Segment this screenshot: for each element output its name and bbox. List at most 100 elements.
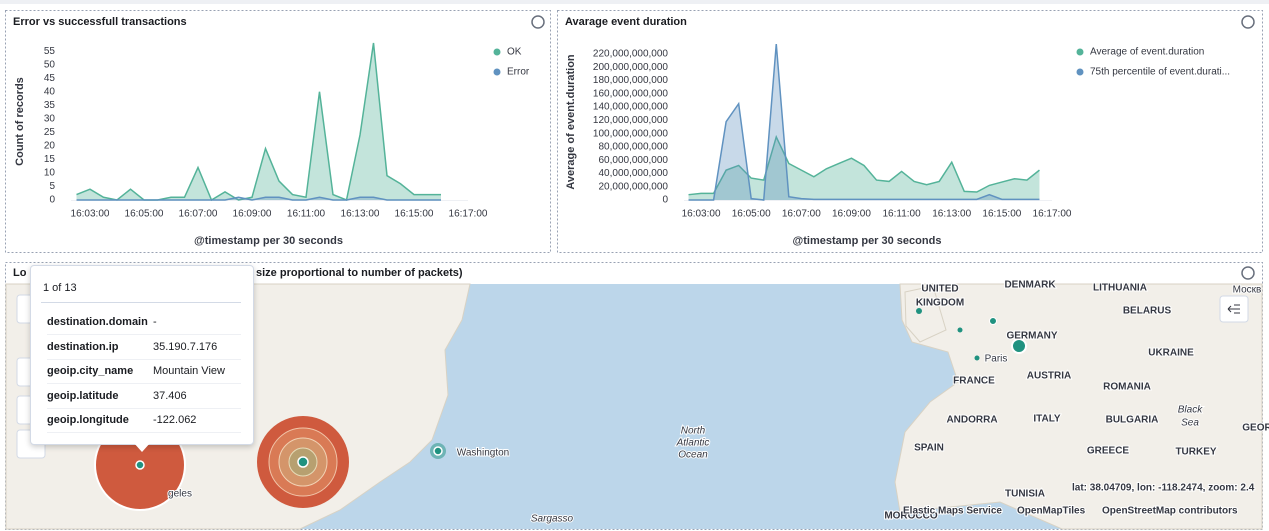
- x-tick-label: 16:17:00: [449, 209, 488, 220]
- y-tick-label: 140,000,000,000: [593, 102, 669, 113]
- x-tick-label: 16:03:00: [682, 209, 721, 220]
- y-tick-label: 40: [44, 86, 56, 97]
- series-area: [688, 44, 1040, 200]
- map-attribution[interactable]: OpenMapTiles: [1016, 505, 1087, 518]
- y-axis-label: Average of event.duration: [565, 54, 577, 190]
- map-title: Lo: [13, 267, 27, 279]
- top-bar: [0, 0, 1269, 4]
- x-tick-label: 16:07:00: [179, 209, 218, 220]
- panel: [557, 10, 1263, 253]
- y-tick-label: 45: [44, 73, 56, 84]
- layer-icon: [1227, 304, 1240, 314]
- marker[interactable]: [297, 456, 309, 468]
- x-tick-label: 16:15:00: [395, 209, 434, 220]
- y-axis-label: Count of records: [14, 77, 26, 166]
- field-value: Mountain View: [153, 365, 225, 377]
- map-label: ITALY: [1033, 414, 1061, 425]
- map-label: FRANCE: [953, 376, 995, 387]
- marker[interactable]: [1011, 338, 1027, 354]
- map-label: GEOR: [1242, 423, 1269, 434]
- map-attribution[interactable]: OpenStreetMap contributors: [1101, 505, 1239, 518]
- y-tick-label: 100,000,000,000: [593, 128, 669, 139]
- map-label: Sea: [1181, 418, 1199, 429]
- field-name: destination.domain: [47, 316, 148, 328]
- series-line: [76, 42, 441, 202]
- x-tick-label: 16:11:00: [287, 209, 326, 220]
- tooltip-row: geoip.longitude -122.062: [47, 408, 241, 433]
- chart-title: Error vs successfull transactions: [13, 16, 187, 28]
- panel: [5, 10, 551, 253]
- field-name: geoip.longitude: [47, 414, 129, 426]
- marker[interactable]: [916, 308, 922, 314]
- legend-entry[interactable]: Average of event.duration: [1090, 47, 1204, 58]
- land: [904, 285, 947, 343]
- field-value: -: [153, 316, 157, 328]
- y-tick-label: 15: [44, 154, 56, 165]
- field-value: 35.190.7.176: [153, 340, 218, 353]
- map-attribution[interactable]: Elastic Maps Service: [902, 505, 1003, 518]
- x-tick-label: 16:09:00: [832, 209, 871, 220]
- x-tick-label: 16:13:00: [341, 209, 380, 220]
- legend-swatch[interactable]: [493, 48, 501, 56]
- legend-entry[interactable]: 75th percentile of event.durati...: [1090, 67, 1230, 78]
- y-tick-label: 120,000,000,000: [593, 115, 669, 126]
- map-label: TURKEY: [1175, 447, 1216, 458]
- map-label: Washington: [457, 448, 509, 459]
- y-tick-label: 50: [44, 59, 56, 70]
- map-label: GERMANY: [1006, 331, 1057, 342]
- y-tick-label: 20: [44, 141, 56, 152]
- legend-swatch[interactable]: [1076, 68, 1084, 76]
- series-area: [76, 197, 441, 200]
- map-label: Black: [1178, 405, 1203, 416]
- x-tick-label: 16:11:00: [883, 209, 922, 220]
- x-axis-label: @timestamp per 30 seconds: [194, 235, 343, 247]
- x-tick-label: 16:03:00: [71, 209, 110, 220]
- tooltip-count: 1 of 13: [43, 282, 77, 294]
- map-coordinates: lat: 38.04709, lon: -118.2474, zoom: 2.4: [1072, 483, 1255, 494]
- y-tick-label: 0: [49, 195, 55, 206]
- map-label: MOROCCO: [884, 511, 938, 522]
- map-label: BELARUS: [1123, 306, 1172, 317]
- gear-icon[interactable]: [531, 15, 545, 29]
- field-value: 37.406: [153, 389, 187, 402]
- series-line: [688, 134, 1040, 196]
- legend-swatch[interactable]: [493, 68, 501, 76]
- x-tick-label: 16:05:00: [732, 209, 771, 220]
- map-label: Ocean: [678, 450, 708, 461]
- legend-entry[interactable]: Error: [507, 67, 530, 78]
- map-label: Москв: [1233, 285, 1262, 296]
- gear-icon[interactable]: [1241, 15, 1255, 29]
- map-label: ROMANIA: [1103, 382, 1151, 393]
- field-name: destination.ip: [47, 340, 119, 353]
- gear-icon[interactable]: [1241, 266, 1255, 280]
- marker[interactable]: [974, 355, 980, 361]
- x-tick-label: 16:13:00: [932, 209, 971, 220]
- marker[interactable]: [989, 317, 997, 325]
- y-tick-label: 200,000,000,000: [593, 62, 669, 73]
- y-tick-label: 35: [44, 100, 56, 111]
- legend-entry[interactable]: OK: [507, 47, 522, 58]
- y-tick-label: 25: [44, 127, 56, 138]
- series-line: [688, 43, 1040, 201]
- tooltip-row: geoip.latitude 37.406: [47, 384, 241, 409]
- marker[interactable]: [433, 446, 443, 456]
- tooltip-row: geoip.city_name Mountain View: [47, 359, 241, 384]
- map-label: KINGDOM: [916, 298, 964, 309]
- land: [894, 283, 1263, 530]
- map-label: AUSTRIA: [1027, 371, 1071, 382]
- marker[interactable]: [135, 460, 145, 470]
- y-tick-label: 55: [44, 46, 56, 57]
- y-tick-label: 220,000,000,000: [593, 49, 669, 60]
- x-tick-label: 16:15:00: [982, 209, 1021, 220]
- field-name: geoip.latitude: [47, 389, 119, 402]
- x-tick-label: 16:07:00: [782, 209, 821, 220]
- y-tick-label: 10: [44, 168, 56, 179]
- legend-swatch[interactable]: [1076, 48, 1084, 56]
- tooltip: 1 of 13 destination.domain - destination.i…: [30, 265, 254, 452]
- map-label: BULGARIA: [1106, 415, 1159, 426]
- tooltip-arrow: [133, 442, 151, 452]
- y-tick-label: 5: [49, 181, 55, 192]
- marker[interactable]: [957, 327, 963, 333]
- map-label: North: [681, 426, 706, 437]
- y-tick-label: 40,000,000,000: [598, 168, 668, 179]
